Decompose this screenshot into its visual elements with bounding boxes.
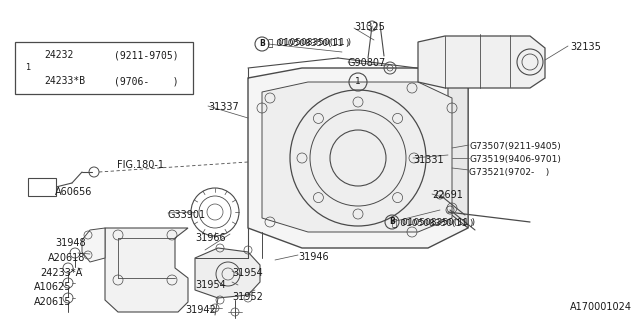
Text: 31946: 31946 xyxy=(298,252,328,262)
Text: 24233*A: 24233*A xyxy=(40,268,83,278)
Text: G90807: G90807 xyxy=(348,58,387,68)
Text: Ⓑ 010508350(11 ): Ⓑ 010508350(11 ) xyxy=(268,38,349,47)
Text: 24232: 24232 xyxy=(44,50,74,60)
Text: 22691: 22691 xyxy=(432,190,463,200)
Text: 31948: 31948 xyxy=(55,238,86,248)
Polygon shape xyxy=(262,82,452,232)
Text: G73519(9406-9701): G73519(9406-9701) xyxy=(469,155,561,164)
Text: A10625: A10625 xyxy=(34,282,72,292)
Text: A170001024: A170001024 xyxy=(570,302,632,312)
Polygon shape xyxy=(82,228,105,262)
Polygon shape xyxy=(248,68,468,248)
Text: G73521(9702-    ): G73521(9702- ) xyxy=(469,168,549,177)
Text: 1: 1 xyxy=(355,77,361,86)
Text: 31966: 31966 xyxy=(195,233,226,243)
Text: 010508350(11 ): 010508350(11 ) xyxy=(402,218,475,227)
Text: B: B xyxy=(389,218,395,227)
Text: 24233*B: 24233*B xyxy=(44,76,85,86)
FancyBboxPatch shape xyxy=(28,178,56,196)
Text: 010508350(11 ): 010508350(11 ) xyxy=(278,38,351,47)
Text: 31942: 31942 xyxy=(185,305,216,315)
Polygon shape xyxy=(418,36,545,88)
Text: 32135: 32135 xyxy=(570,42,601,52)
Text: Ⓑ 010508350(11 ): Ⓑ 010508350(11 ) xyxy=(392,218,474,227)
Text: A60656: A60656 xyxy=(55,187,92,197)
Text: B: B xyxy=(259,39,265,49)
Text: 31952: 31952 xyxy=(232,292,263,302)
Text: 1: 1 xyxy=(26,63,31,73)
Text: 31331: 31331 xyxy=(413,155,444,165)
Text: (9211-9705): (9211-9705) xyxy=(114,50,179,60)
FancyBboxPatch shape xyxy=(15,42,193,94)
Text: 31325: 31325 xyxy=(354,22,385,32)
Text: 31954: 31954 xyxy=(195,280,226,290)
Text: (9706-    ): (9706- ) xyxy=(114,76,179,86)
Text: G33901: G33901 xyxy=(168,210,206,220)
Text: A20615: A20615 xyxy=(34,297,72,307)
Text: G73507(9211-9405): G73507(9211-9405) xyxy=(469,142,561,151)
Text: A20618: A20618 xyxy=(48,253,85,263)
Polygon shape xyxy=(105,228,188,312)
Text: 31954: 31954 xyxy=(232,268,263,278)
Polygon shape xyxy=(448,72,468,228)
Text: 31337: 31337 xyxy=(208,102,239,112)
Polygon shape xyxy=(195,248,260,298)
Text: FIG.180-1: FIG.180-1 xyxy=(117,160,164,170)
